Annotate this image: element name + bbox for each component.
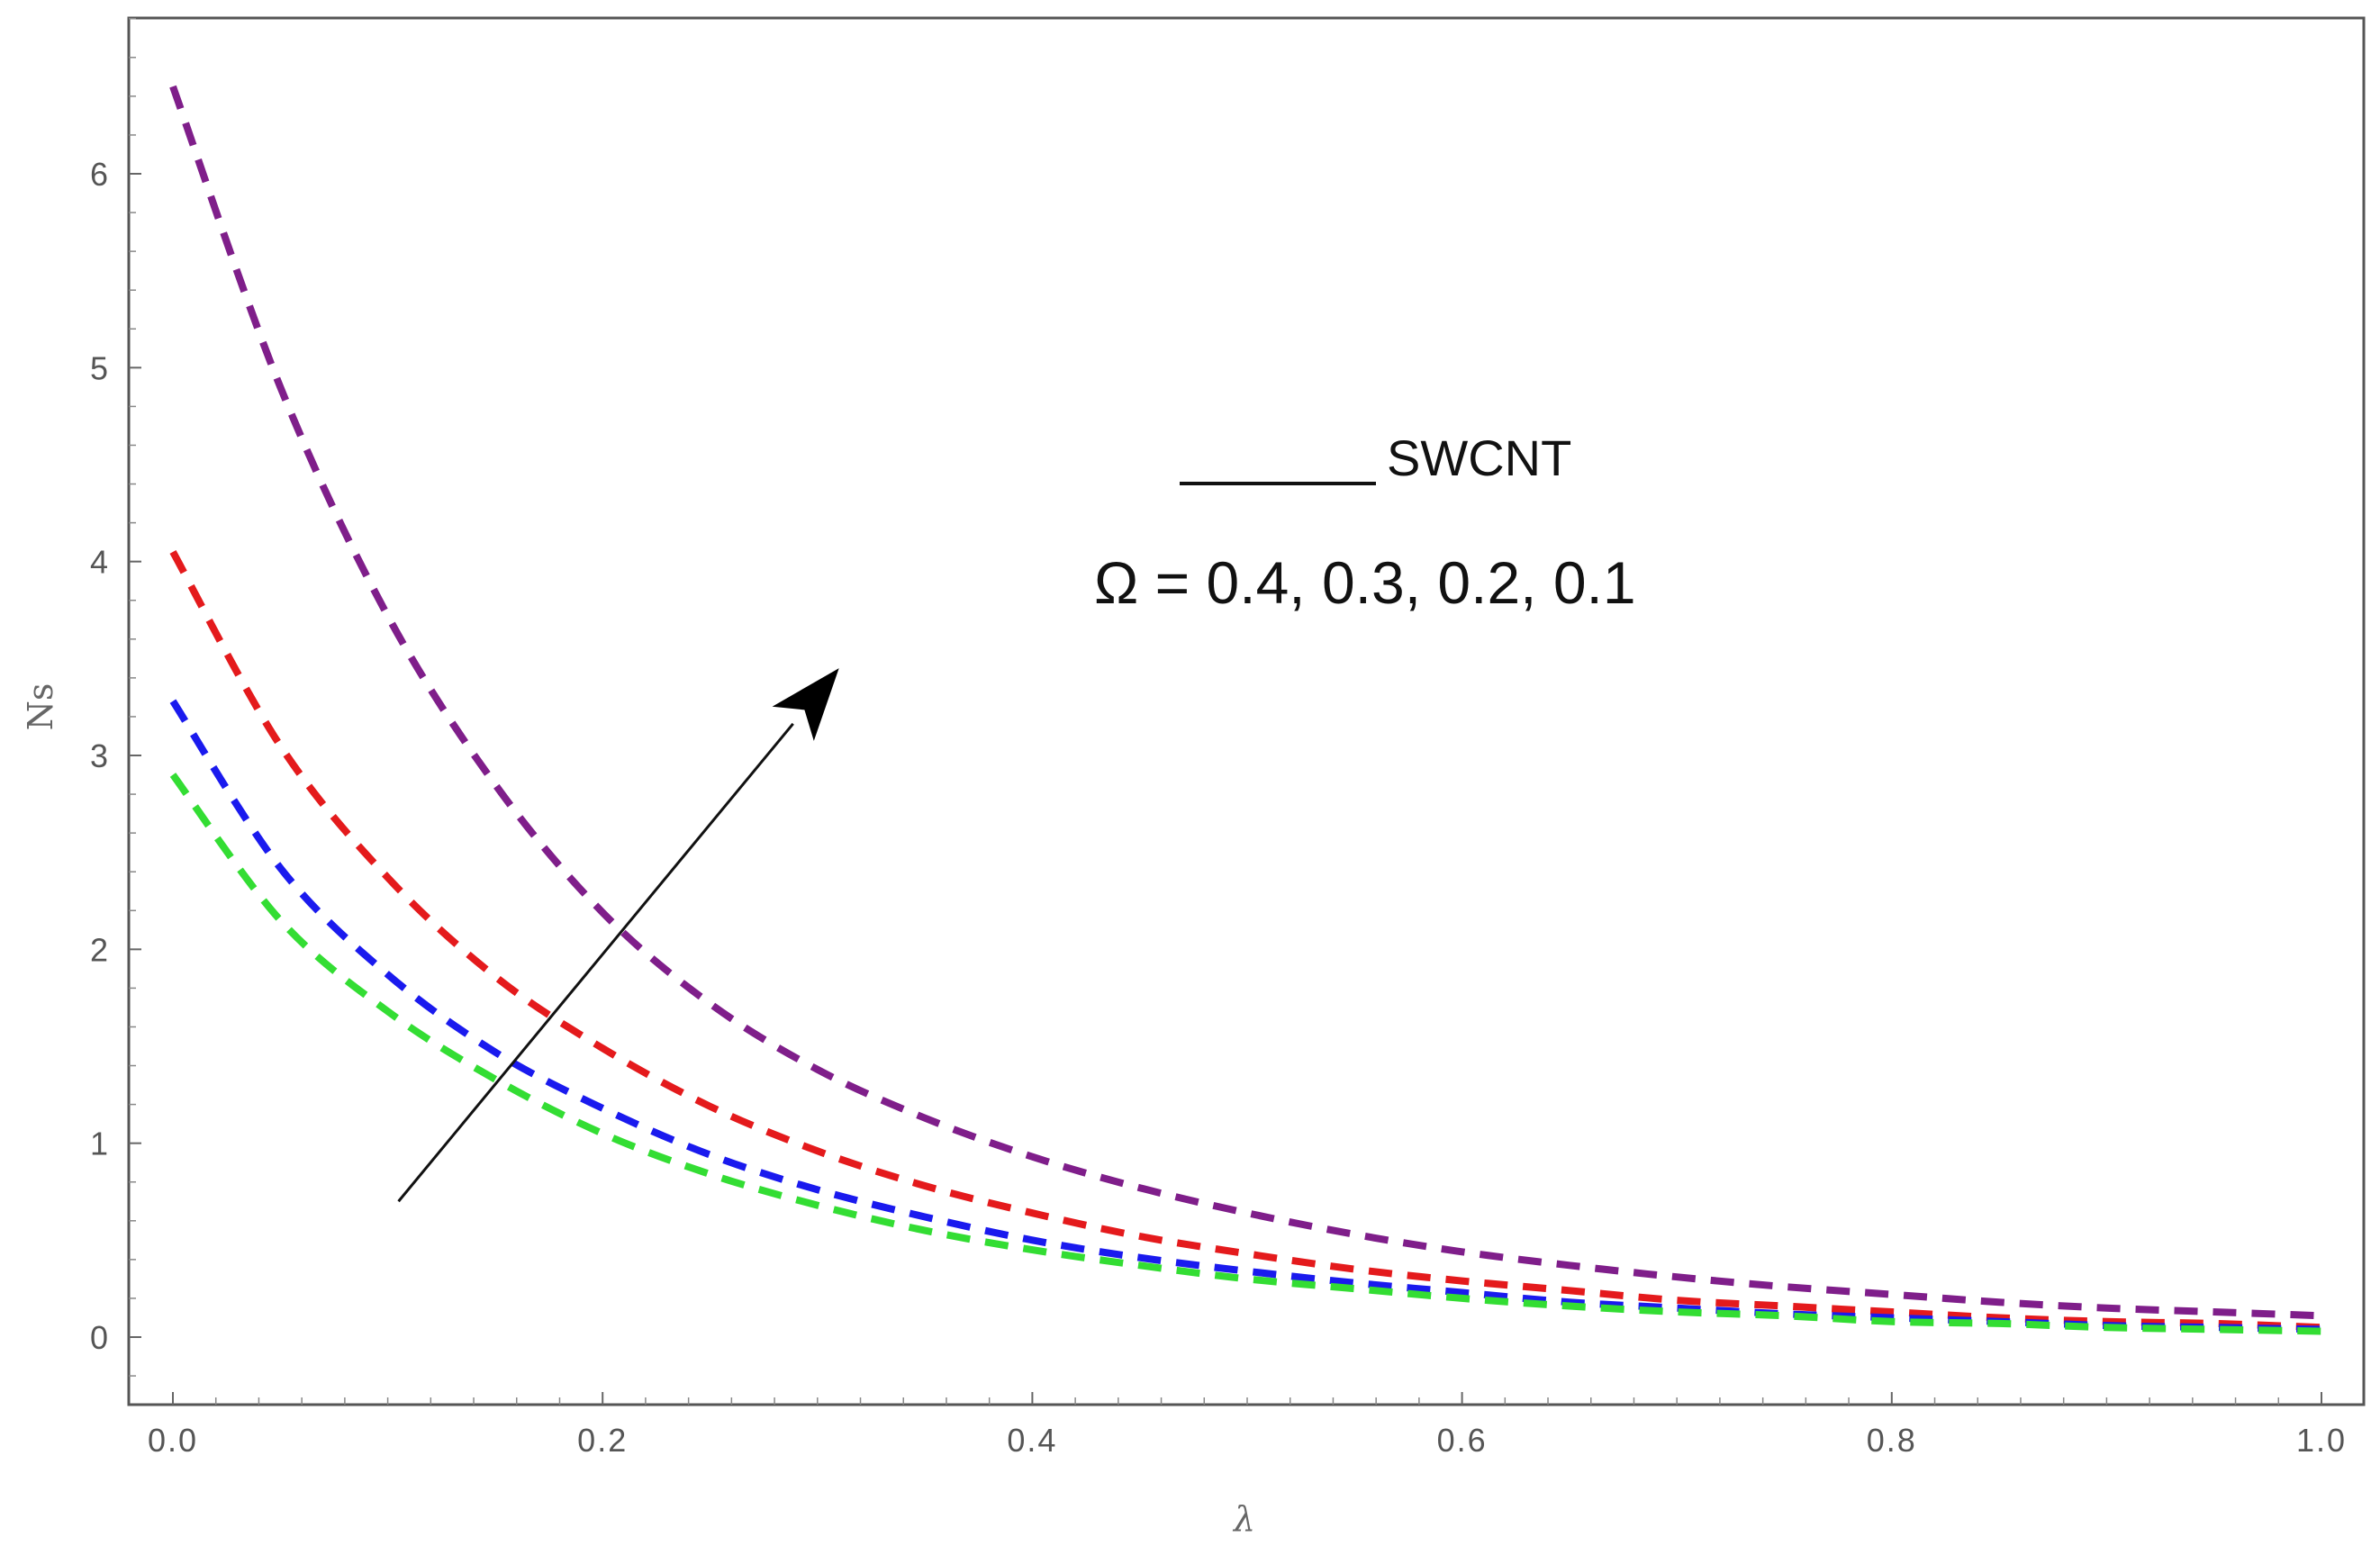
omega-annotation: Ω = 0.4, 0.3, 0.2, 0.1 — [1094, 549, 1636, 616]
x-tick-label: 0.4 — [1007, 1422, 1057, 1459]
y-tick-label: 6 — [90, 156, 110, 193]
x-axis-title: λ — [1232, 1499, 1255, 1539]
x-tick-label: 0.2 — [577, 1422, 628, 1459]
y-tick-label: 0 — [90, 1319, 110, 1356]
arrow-shaft — [397, 722, 794, 1203]
y-axis-ticks: 0 1 2 3 4 5 6 — [90, 17, 141, 1377]
series-line-4 — [169, 773, 2322, 1335]
x-tick-label: 1.0 — [2296, 1422, 2347, 1459]
arrow-head — [772, 668, 839, 741]
x-tick-label: 0.0 — [148, 1422, 198, 1459]
y-tick-label: 4 — [90, 544, 110, 581]
x-tick-label: 0.8 — [1867, 1422, 1917, 1459]
series-line-3 — [169, 699, 2322, 1334]
y-axis-title: Ns — [21, 683, 60, 731]
plot-frame — [127, 16, 2366, 1406]
y-tick-label: 2 — [90, 931, 110, 968]
legend-label: SWCNT — [1387, 429, 1571, 486]
series-layer — [169, 85, 2322, 1335]
arrow-annotation — [397, 668, 839, 1203]
x-axis-ticks: 0.0 0.2 0.4 0.6 0.8 1.0 — [148, 1392, 2347, 1459]
x-tick-label: 0.6 — [1437, 1422, 1488, 1459]
y-tick-label: 1 — [90, 1126, 110, 1162]
y-tick-label: 5 — [90, 349, 110, 386]
y-tick-label: 3 — [90, 737, 110, 774]
series-line-2 — [169, 549, 2322, 1332]
series-line-1 — [169, 85, 2322, 1320]
